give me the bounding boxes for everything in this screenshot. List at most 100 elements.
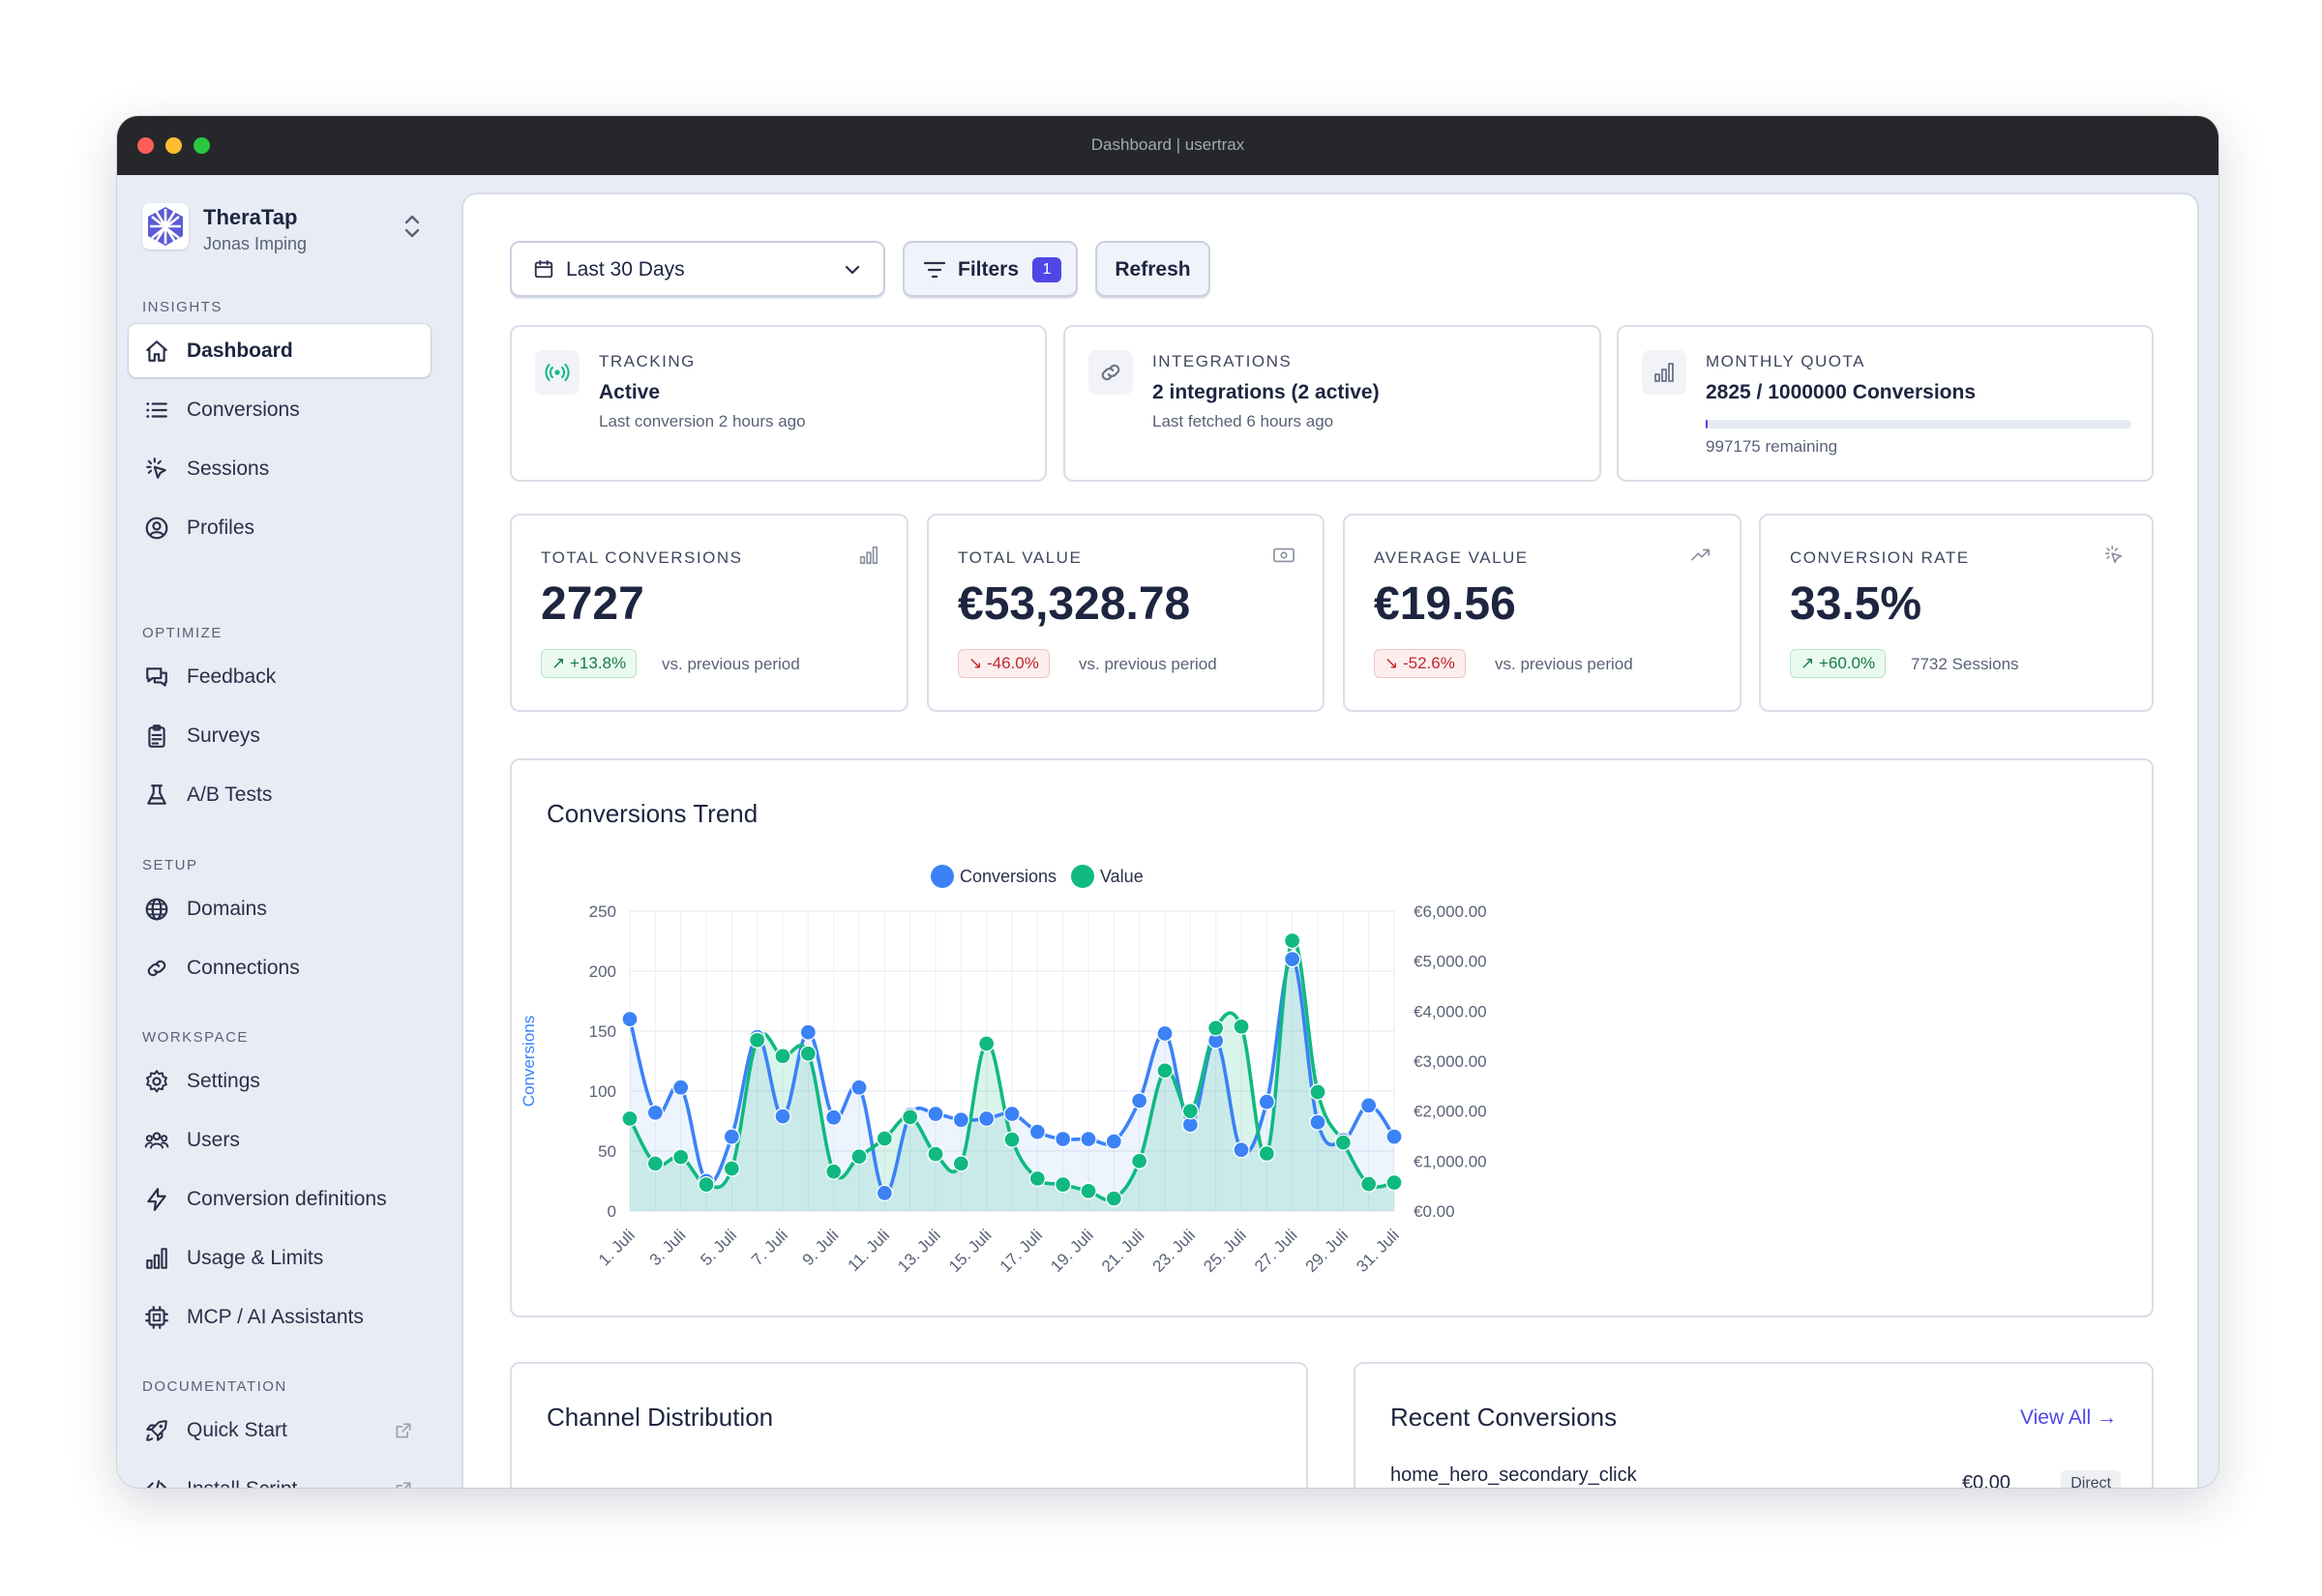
sidebar-section-documentation: DOCUMENTATION: [142, 1378, 287, 1395]
x-tick-label: 21. Juli: [1098, 1226, 1148, 1276]
y-left-axis-label: Conversions: [520, 1016, 538, 1108]
data-point-conversions: [1284, 950, 1301, 968]
recent-conversions-card: Recent Conversions View All → home_hero_…: [1354, 1362, 2154, 1488]
legend-label: Value: [1100, 867, 1144, 886]
sidebar: TheraTap Jonas Imping INSIGHTS Dashboard C…: [117, 175, 457, 1488]
home-icon: [146, 340, 167, 362]
x-tick-label: 11. Juli: [845, 1226, 894, 1275]
x-tick-label: 5. Juli: [697, 1226, 740, 1269]
data-point-value: [1360, 1175, 1378, 1193]
data-point-value: [646, 1155, 664, 1172]
filters-button[interactable]: Filters 1: [903, 241, 1078, 297]
x-tick-label: 23. Juli: [1149, 1226, 1200, 1276]
y-right-tick-label: €4,000.00: [1414, 1002, 1487, 1020]
sidebar-item-conversions[interactable]: Conversions: [129, 383, 431, 436]
data-point-value: [1309, 1083, 1326, 1101]
sidebar-item-label: Quick Start: [187, 1419, 287, 1441]
status-title: INTEGRATIONS: [1152, 352, 1293, 370]
y-right-tick-label: €1,000.00: [1414, 1152, 1487, 1170]
sidebar-item-dashboard[interactable]: Dashboard: [129, 324, 431, 377]
data-point-value: [1334, 1134, 1352, 1151]
app-window: Dashboard | usertrax TheraTap Jonas Impi…: [117, 116, 2218, 1488]
quota-progress-fill: [1706, 420, 1709, 429]
metric-compare: vs. previous period: [662, 655, 800, 673]
sidebar-item-a-b-tests[interactable]: A/B Tests: [129, 768, 431, 821]
sidebar-item-mcp-ai-assistants[interactable]: MCP / AI Assistants: [129, 1290, 431, 1344]
data-point-value: [1156, 1062, 1174, 1079]
recent-conversion-row[interactable]: home_hero_secondary_click €0.00 Direct: [1390, 1464, 2121, 1488]
data-point-conversions: [978, 1109, 996, 1128]
sidebar-item-label: Surveys: [187, 724, 260, 747]
sidebar-item-connections[interactable]: Connections: [129, 941, 431, 994]
beaker-icon: [147, 784, 166, 805]
sidebar-item-profiles[interactable]: Profiles: [129, 501, 431, 554]
metric-change-value: -52.6%: [1402, 654, 1455, 672]
sidebar-item-label: Conversions: [187, 399, 300, 421]
sidebar-item-users[interactable]: Users: [129, 1113, 431, 1167]
conversion-value: €0.00: [1961, 1472, 2010, 1488]
sidebar-item-label: Settings: [187, 1070, 260, 1092]
metric-card-total-value: TOTAL VALUE €53,328.78 ↘ -46.0% vs. prev…: [927, 514, 1325, 712]
data-point-value: [1207, 1020, 1225, 1037]
data-point-conversions: [1233, 1141, 1250, 1159]
trend-up-icon: [1691, 548, 1711, 561]
metric-compare: vs. previous period: [1495, 655, 1633, 673]
workspace-user: Jonas Imping: [203, 234, 308, 253]
data-point-value: [952, 1155, 969, 1172]
metric-change-value: +60.0%: [1818, 654, 1876, 672]
sidebar-item-surveys[interactable]: Surveys: [129, 709, 431, 762]
sidebar-item-settings[interactable]: Settings: [129, 1054, 431, 1108]
maximize-window-button[interactable]: [194, 137, 210, 154]
y-left-tick-label: 0: [608, 1202, 616, 1221]
status-value: Active: [599, 381, 661, 403]
data-point-value: [621, 1109, 639, 1128]
sidebar-item-domains[interactable]: Domains: [129, 882, 431, 935]
refresh-button[interactable]: Refresh: [1095, 241, 1210, 297]
data-point-value: [723, 1160, 740, 1177]
sidebar-item-label: Connections: [187, 957, 300, 979]
date-range-value: Last 30 Days: [566, 258, 685, 281]
sidebar-item-sessions[interactable]: Sessions: [129, 442, 431, 495]
cpu-chip-icon: [145, 1306, 168, 1329]
metric-title: CONVERSION RATE: [1790, 548, 1970, 567]
workspace-logo: [142, 203, 189, 250]
view-all-link[interactable]: View All →: [2020, 1406, 2117, 1429]
data-point-conversions: [1258, 1093, 1275, 1110]
data-point-conversions: [1156, 1024, 1174, 1043]
sidebar-item-label: Domains: [187, 898, 267, 920]
status-sub: Last fetched 6 hours ago: [1152, 412, 1334, 430]
data-point-conversions: [1105, 1133, 1122, 1150]
data-point-conversions: [774, 1108, 791, 1125]
x-tick-label: 17. Juli: [997, 1226, 1047, 1276]
main-content: Last 30 Days Filters 1 Refresh TRACKING: [461, 192, 2199, 1488]
x-tick-label: 27. Juli: [1251, 1226, 1301, 1276]
arrow-down-right-icon: ↘: [1384, 654, 1399, 672]
metric-change-badge: ↘ -52.6%: [1374, 649, 1466, 678]
sidebar-item-label: Usage & Limits: [187, 1247, 324, 1269]
date-range-select[interactable]: Last 30 Days: [510, 241, 885, 297]
sidebar-item-usage-limits[interactable]: Usage & Limits: [129, 1231, 431, 1285]
status-card-monthly-quota: MONTHLY QUOTA 2825 / 1000000 Conversions…: [1617, 325, 2154, 482]
status-sub: Last conversion 2 hours ago: [599, 412, 806, 430]
close-window-button[interactable]: [137, 137, 154, 154]
users-icon: [144, 1132, 169, 1149]
workspace-switcher[interactable]: TheraTap Jonas Imping: [142, 200, 423, 256]
x-tick-label: 19. Juli: [1047, 1226, 1097, 1276]
sidebar-item-label: Install Script: [187, 1478, 297, 1488]
chevron-up-down-icon[interactable]: [402, 212, 423, 241]
y-right-tick-label: €0.00: [1414, 1202, 1455, 1221]
x-tick-label: 1. Juli: [595, 1226, 639, 1269]
data-point-value: [1233, 1018, 1250, 1036]
sidebar-item-quick-start[interactable]: Quick Start: [129, 1404, 431, 1457]
refresh-label: Refresh: [1115, 258, 1191, 281]
sidebar-item-feedback[interactable]: Feedback: [129, 650, 431, 703]
sidebar-item-install-script[interactable]: Install Script: [129, 1463, 431, 1488]
data-point-value: [1028, 1169, 1046, 1188]
minimize-window-button[interactable]: [165, 137, 182, 154]
sidebar-item-label: Dashboard: [187, 340, 293, 362]
data-point-conversions: [799, 1023, 817, 1041]
metric-value: 33.5%: [1790, 578, 1922, 630]
data-point-conversions: [1028, 1123, 1046, 1140]
arrow-up-right-icon: ↗: [551, 654, 566, 672]
sidebar-item-conversion-definitions[interactable]: Conversion definitions: [129, 1172, 431, 1226]
